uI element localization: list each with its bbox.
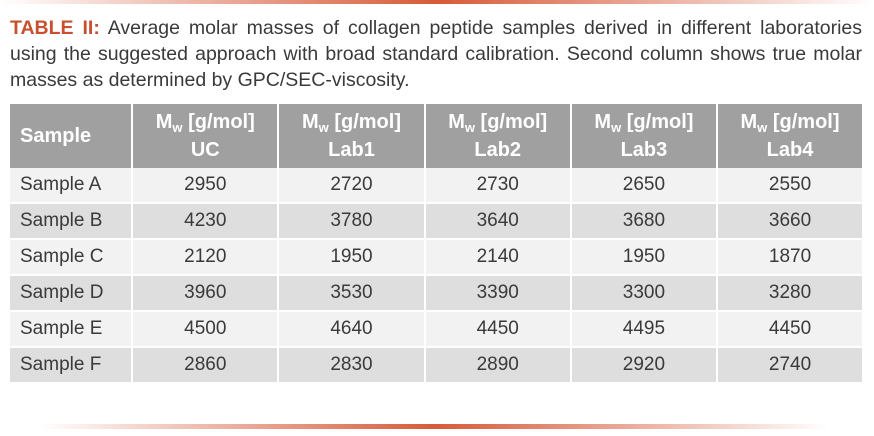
value-lab1: 1950 xyxy=(277,238,425,275)
header-uc: Mw [g/mol] UC xyxy=(131,104,279,168)
value-lab4: 2740 xyxy=(716,346,862,382)
header-lab2: Mw [g/mol] Lab2 xyxy=(423,104,571,168)
table-row: Sample F 2860 2830 2890 2920 2740 xyxy=(10,346,862,382)
value-lab4: 2550 xyxy=(716,168,862,203)
value-lab2: 3640 xyxy=(423,202,571,239)
value-lab2: 4450 xyxy=(423,310,571,347)
value-uc: 4500 xyxy=(131,310,279,347)
value-lab3: 2920 xyxy=(569,346,718,382)
value-lab4: 3280 xyxy=(716,274,862,311)
table-caption: TABLE II: Average molar masses of collag… xyxy=(10,15,862,93)
value-lab2: 3390 xyxy=(423,274,571,311)
value-uc: 3960 xyxy=(131,274,279,311)
value-lab1: 2830 xyxy=(277,346,425,382)
value-lab3: 3680 xyxy=(569,202,718,239)
table-header-row: Sample Mw [g/mol] UC Mw [g/mol] Lab1 Mw … xyxy=(10,104,862,168)
value-uc: 2860 xyxy=(131,346,279,382)
sample-name: Sample F xyxy=(10,346,133,382)
header-sample: Sample xyxy=(10,104,133,168)
header-lab3: Mw [g/mol] Lab3 xyxy=(569,104,718,168)
header-lab4: Mw [g/mol] Lab4 xyxy=(716,104,862,168)
value-lab2: 2890 xyxy=(423,346,571,382)
sample-name: Sample D xyxy=(10,274,133,311)
value-lab1: 3780 xyxy=(277,202,425,239)
sample-name: Sample C xyxy=(10,238,133,275)
sample-name: Sample A xyxy=(10,168,133,203)
table-row: Sample A 2950 2720 2730 2650 2550 xyxy=(10,168,862,203)
value-uc: 4230 xyxy=(131,202,279,239)
value-lab2: 2730 xyxy=(423,168,571,203)
sample-name: Sample E xyxy=(10,310,133,347)
value-lab1: 3530 xyxy=(277,274,425,311)
value-lab1: 2720 xyxy=(277,168,425,203)
molar-mass-table: Sample Mw [g/mol] UC Mw [g/mol] Lab1 Mw … xyxy=(10,104,862,382)
value-lab3: 2650 xyxy=(569,168,718,203)
value-lab4: 1870 xyxy=(716,238,862,275)
table-row: Sample B 4230 3780 3640 3680 3660 xyxy=(10,202,862,239)
value-uc: 2120 xyxy=(131,238,279,275)
caption-label: TABLE II: xyxy=(10,17,100,39)
value-lab2: 2140 xyxy=(423,238,571,275)
top-decorative-rule xyxy=(0,0,874,4)
value-uc: 2950 xyxy=(131,168,279,203)
table-row: Sample E 4500 4640 4450 4495 4450 xyxy=(10,310,862,347)
value-lab1: 4640 xyxy=(277,310,425,347)
table-row: Sample D 3960 3530 3390 3300 3280 xyxy=(10,274,862,311)
sample-name: Sample B xyxy=(10,202,133,239)
bottom-decorative-rule xyxy=(40,424,830,429)
value-lab3: 3300 xyxy=(569,274,718,311)
caption-text: Average molar masses of collagen peptide… xyxy=(10,17,863,91)
value-lab4: 4450 xyxy=(716,310,862,347)
table-row: Sample C 2120 1950 2140 1950 1870 xyxy=(10,238,862,275)
value-lab3: 1950 xyxy=(569,238,718,275)
value-lab3: 4495 xyxy=(569,310,718,347)
value-lab4: 3660 xyxy=(716,202,862,239)
header-lab1: Mw [g/mol] Lab1 xyxy=(277,104,425,168)
